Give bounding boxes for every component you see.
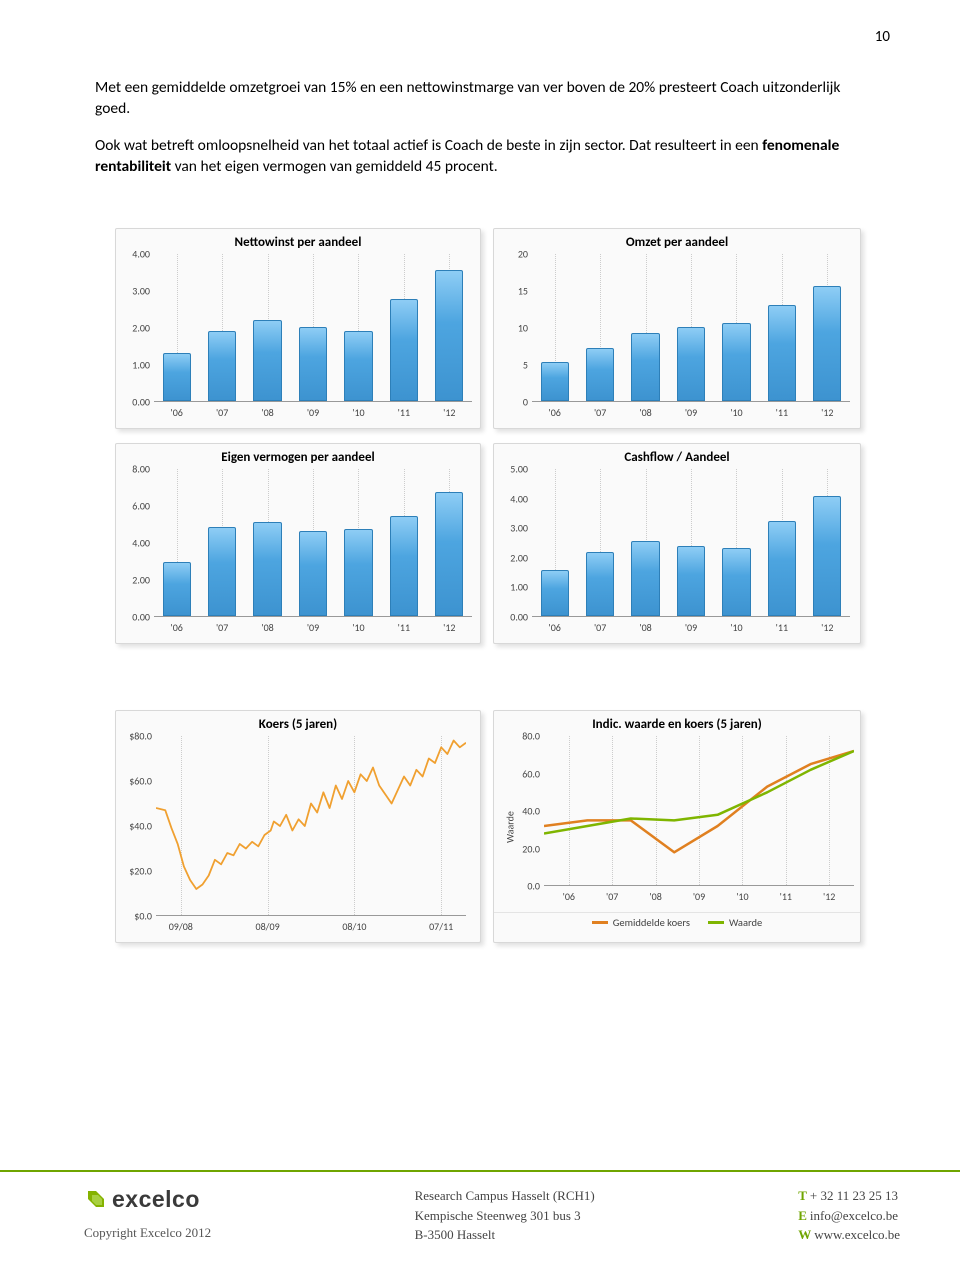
chart-c3: Eigen vermogen per aandeel 0.002.004.006… — [115, 443, 481, 644]
chart-title: Koers (5 jaren) — [116, 711, 480, 734]
logo-text: excelco — [112, 1186, 200, 1213]
chart-l1: Koers (5 jaren) $0.0$20.0$40.0$60.0$80.0… — [115, 710, 481, 943]
copyright: Copyright Excelco 2012 — [84, 1225, 211, 1241]
chart-title: Nettowinst per aandeel — [116, 229, 480, 252]
chart-l2: Indic. waarde en koers (5 jaren) Waarde … — [493, 710, 861, 943]
line-plot — [156, 736, 466, 916]
charts-grid: Nettowinst per aandeel 0.001.002.003.004… — [115, 228, 861, 943]
logo: excelco — [84, 1186, 211, 1213]
chart-title: Cashflow / Aandeel — [494, 444, 860, 467]
line-plot — [544, 736, 854, 886]
page-footer: excelco Copyright Excelco 2012 Research … — [0, 1170, 960, 1270]
chart-title: Indic. waarde en koers (5 jaren) — [494, 711, 860, 734]
logo-icon — [84, 1187, 110, 1213]
paragraph-2: Ook wat betreft omloopsnelheid van het t… — [95, 136, 875, 178]
chart-c2: Omzet per aandeel 05101520 '06'07'08'09'… — [493, 228, 861, 429]
chart-title: Eigen vermogen per aandeel — [116, 444, 480, 467]
body-text: Met een gemiddelde omzetgroei van 15% en… — [95, 78, 875, 194]
chart-c1: Nettowinst per aandeel 0.001.002.003.004… — [115, 228, 481, 429]
chart-title: Omzet per aandeel — [494, 229, 860, 252]
chart-legend: Gemiddelde koersWaarde — [494, 912, 860, 935]
contacts: T+ 32 11 23 25 13Einfo@excelco.beWwww.ex… — [798, 1186, 900, 1245]
address: Research Campus Hasselt (RCH1)Kempische … — [415, 1186, 595, 1245]
page-number: 10 — [875, 28, 890, 46]
chart-c4: Cashflow / Aandeel 0.001.002.003.004.005… — [493, 443, 861, 644]
paragraph-1: Met een gemiddelde omzetgroei van 15% en… — [95, 78, 875, 120]
